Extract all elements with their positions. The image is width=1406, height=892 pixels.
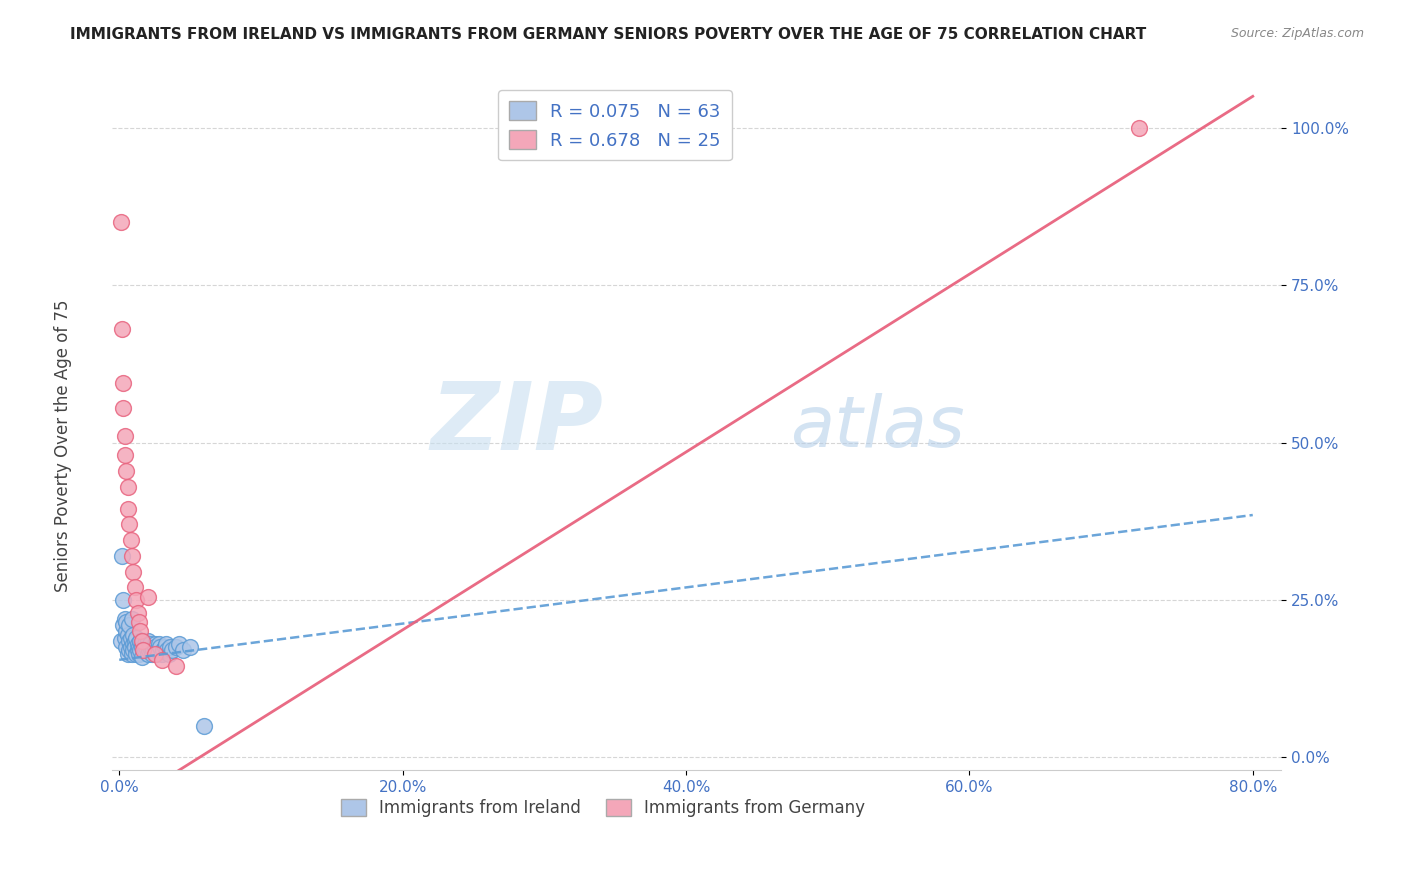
Point bbox=[118, 634, 141, 648]
Point bbox=[149, 640, 172, 655]
Point bbox=[142, 643, 165, 657]
Point bbox=[165, 640, 187, 655]
Point bbox=[120, 631, 142, 645]
Point bbox=[141, 647, 163, 661]
Point bbox=[115, 464, 138, 478]
Point bbox=[122, 565, 145, 579]
Point bbox=[117, 627, 139, 641]
Point bbox=[111, 549, 134, 563]
Point bbox=[122, 637, 145, 651]
Point bbox=[132, 634, 155, 648]
Text: atlas: atlas bbox=[790, 392, 965, 462]
Point bbox=[128, 647, 150, 661]
Point bbox=[143, 637, 166, 651]
Point bbox=[139, 637, 162, 651]
Text: Seniors Poverty Over the Age of 75: Seniors Poverty Over the Age of 75 bbox=[55, 300, 72, 592]
Point bbox=[124, 581, 146, 595]
Point bbox=[117, 480, 139, 494]
Point bbox=[157, 647, 180, 661]
Point bbox=[117, 501, 139, 516]
Point bbox=[159, 640, 181, 655]
Point bbox=[152, 643, 174, 657]
Point bbox=[135, 640, 157, 655]
Point bbox=[132, 643, 155, 657]
Point bbox=[125, 631, 148, 645]
Point bbox=[155, 637, 177, 651]
Point bbox=[115, 615, 138, 629]
Point bbox=[114, 448, 136, 462]
Point bbox=[110, 215, 132, 229]
Point bbox=[121, 549, 143, 563]
Point bbox=[136, 647, 159, 661]
Point bbox=[145, 647, 167, 661]
Point bbox=[120, 640, 142, 655]
Point bbox=[179, 640, 201, 655]
Point bbox=[150, 653, 173, 667]
Point bbox=[172, 643, 194, 657]
Point bbox=[143, 647, 166, 661]
Point bbox=[127, 606, 149, 620]
Legend: Immigrants from Ireland, Immigrants from Germany: Immigrants from Ireland, Immigrants from… bbox=[335, 792, 872, 824]
Point bbox=[148, 637, 170, 651]
Point bbox=[125, 593, 148, 607]
Point bbox=[118, 517, 141, 532]
Point bbox=[165, 659, 187, 673]
Point bbox=[136, 634, 159, 648]
Point bbox=[114, 612, 136, 626]
Point bbox=[122, 627, 145, 641]
Point bbox=[127, 643, 149, 657]
Text: ZIP: ZIP bbox=[430, 377, 603, 470]
Point bbox=[128, 615, 150, 629]
Point bbox=[114, 631, 136, 645]
Point bbox=[112, 618, 135, 632]
Point bbox=[128, 640, 150, 655]
Point bbox=[114, 429, 136, 443]
Point bbox=[131, 649, 153, 664]
Point bbox=[156, 643, 179, 657]
Point bbox=[138, 643, 160, 657]
Point bbox=[167, 637, 190, 651]
Point bbox=[139, 640, 162, 655]
Point bbox=[127, 637, 149, 651]
Point bbox=[122, 643, 145, 657]
Point bbox=[153, 640, 176, 655]
Point bbox=[143, 640, 166, 655]
Point bbox=[131, 640, 153, 655]
Point bbox=[115, 624, 138, 639]
Point bbox=[121, 647, 143, 661]
Point bbox=[124, 640, 146, 655]
Text: Source: ZipAtlas.com: Source: ZipAtlas.com bbox=[1230, 27, 1364, 40]
Point bbox=[110, 634, 132, 648]
Point bbox=[146, 643, 169, 657]
Point bbox=[136, 590, 159, 604]
Text: IMMIGRANTS FROM IRELAND VS IMMIGRANTS FROM GERMANY SENIORS POVERTY OVER THE AGE : IMMIGRANTS FROM IRELAND VS IMMIGRANTS FR… bbox=[70, 27, 1146, 42]
Point bbox=[129, 624, 152, 639]
Point bbox=[134, 637, 156, 651]
Point bbox=[1128, 120, 1150, 135]
Point bbox=[117, 647, 139, 661]
Point bbox=[129, 634, 152, 648]
Point bbox=[134, 643, 156, 657]
Point bbox=[112, 376, 135, 390]
Point bbox=[124, 634, 146, 648]
Point bbox=[121, 612, 143, 626]
Point bbox=[118, 643, 141, 657]
Point bbox=[129, 643, 152, 657]
Point bbox=[193, 719, 215, 733]
Point bbox=[118, 618, 141, 632]
Point bbox=[112, 401, 135, 415]
Point bbox=[160, 643, 183, 657]
Point bbox=[150, 647, 173, 661]
Point bbox=[131, 634, 153, 648]
Point bbox=[120, 533, 142, 548]
Point bbox=[111, 322, 134, 336]
Point bbox=[112, 593, 135, 607]
Point bbox=[115, 640, 138, 655]
Point bbox=[125, 647, 148, 661]
